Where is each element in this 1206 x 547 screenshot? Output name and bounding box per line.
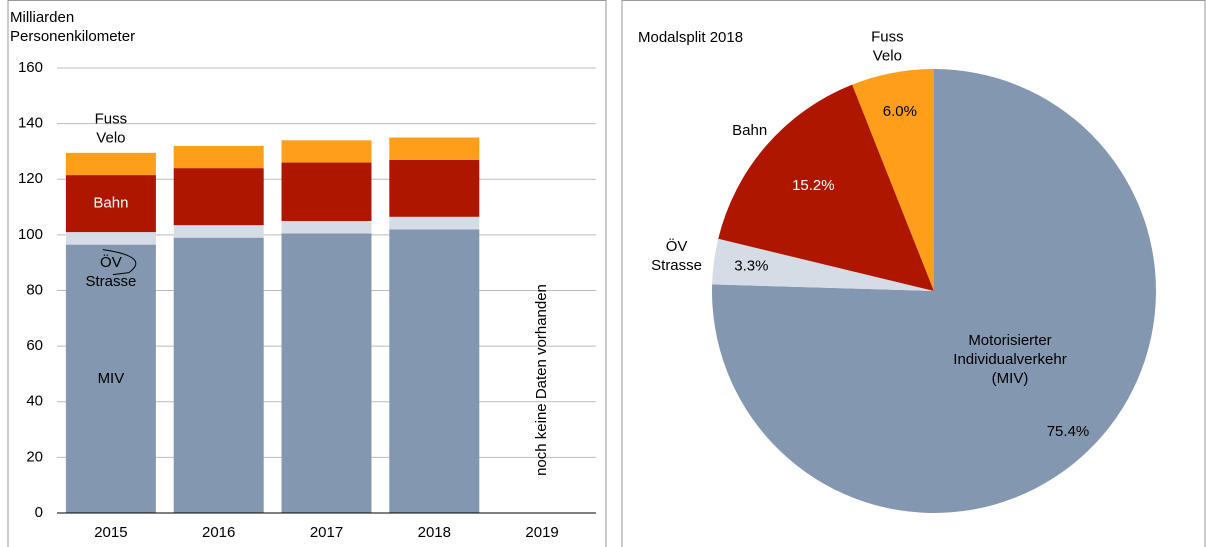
right-frame — [621, 0, 1206, 547]
pie-category-label-line: Velo — [873, 47, 902, 64]
bar-segment — [173, 145, 264, 169]
pie-category-label: Fuss Velo — [871, 28, 904, 64]
series-label: MIV — [98, 370, 125, 387]
bar-segment — [281, 233, 372, 513]
bar-segment — [389, 229, 480, 513]
pie-category-label-line: Individualverkehr — [953, 351, 1066, 368]
series-label: ÖV Strasse — [85, 253, 136, 290]
pie-slice — [718, 84, 934, 291]
pie-category-label-line: Strasse — [651, 257, 702, 274]
x-tick-label: 2017 — [310, 524, 343, 541]
pie-category-label-line: (MIV) — [992, 370, 1029, 387]
series-label-line: Fuss — [95, 110, 128, 127]
pie-category-label: ÖV Strasse — [651, 237, 702, 274]
series-label-line: Strasse — [85, 273, 136, 290]
x-tick-label: 2019 — [525, 524, 558, 541]
y-tick-label: 80 — [26, 281, 43, 298]
pie-slice — [852, 69, 934, 291]
annotation: noch keine Daten vorhanden — [533, 284, 550, 476]
pie-slice — [712, 69, 1157, 513]
bar-segment — [65, 152, 156, 176]
pie-value-label: 6.0% — [883, 103, 917, 120]
pie-value-label: 15.2% — [792, 177, 835, 194]
series-label-line: ÖV — [100, 253, 122, 271]
x-tick-label: 2018 — [418, 524, 451, 541]
bar-segment — [173, 225, 264, 238]
pie-category-label-line: Fuss — [871, 28, 904, 45]
bar-segment — [281, 162, 372, 221]
pie-value-label: 75.4% — [1047, 423, 1090, 440]
x-tick-label: 2015 — [94, 524, 127, 541]
pie-title: Modalsplit 2018 — [638, 29, 743, 46]
pie-slice — [712, 238, 934, 291]
y-axis-label: Milliarden Personenkilometer — [10, 9, 135, 45]
bar-segment — [389, 159, 480, 217]
pie-value-label: 3.3% — [734, 257, 768, 274]
bar-segment — [281, 140, 372, 163]
y-tick-label: 40 — [26, 393, 43, 410]
bar-segment — [65, 175, 156, 233]
callout-line — [102, 249, 137, 276]
left-frame — [7, 0, 607, 547]
pie-category-label-line: Motorisierter — [968, 332, 1051, 349]
bar-segment — [65, 232, 156, 245]
bar-segment — [173, 168, 264, 226]
y-tick-label: 100 — [18, 226, 43, 243]
bar-segment — [389, 137, 480, 160]
series-label: Bahn — [93, 195, 128, 212]
bar-segment — [281, 220, 372, 234]
pie-category-label-line: ÖV — [666, 237, 688, 255]
pie-category-label: Motorisierter Individualverkehr (MIV) — [953, 332, 1066, 387]
x-tick-label: 2016 — [202, 524, 235, 541]
pie-category-label-line: Bahn — [732, 122, 767, 139]
series-label-line: Velo — [96, 129, 125, 146]
y-tick-label: 60 — [26, 337, 43, 354]
y-axis-label-line: Personenkilometer — [10, 28, 135, 45]
y-tick-label: 120 — [18, 170, 43, 187]
bar-segment — [173, 237, 264, 513]
series-label-line: Bahn — [93, 195, 128, 212]
series-label-line: MIV — [98, 370, 125, 387]
bar-segment — [389, 216, 480, 230]
y-tick-label: 0 — [35, 504, 43, 521]
y-tick-label: 140 — [18, 115, 43, 132]
bar-segment — [65, 244, 156, 513]
y-axis-label-line: Milliarden — [10, 9, 74, 26]
pie-category-label: Bahn — [732, 122, 767, 139]
y-tick-label: 160 — [18, 59, 43, 76]
series-label: Fuss Velo — [95, 110, 128, 146]
y-tick-label: 20 — [26, 448, 43, 465]
